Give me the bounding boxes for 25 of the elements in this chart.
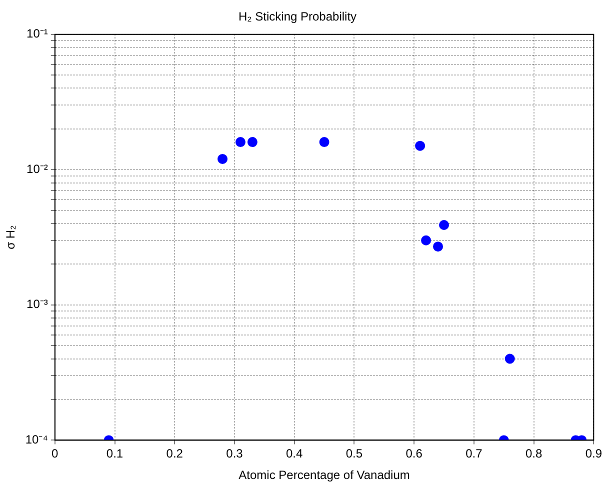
- x-tick-label: 0.1: [106, 446, 124, 461]
- y-tick-label: 10⁻²: [26, 162, 48, 176]
- x-tick-label: 0.5: [346, 446, 363, 461]
- x-tick-label: 0.7: [466, 446, 483, 461]
- y-tick-label: 10⁻⁴: [25, 432, 48, 447]
- point: [235, 137, 246, 148]
- point: [247, 137, 258, 148]
- x-tick-label: 0.2: [166, 446, 184, 461]
- point: [421, 235, 432, 246]
- point: [439, 220, 450, 230]
- x-tick-label: 0.8: [525, 446, 542, 461]
- x-axis-title: Atomic Percentage of Vanadium: [238, 468, 410, 482]
- x-tick-label: 0.9: [585, 446, 602, 461]
- y-axis-title: σ H₂: [4, 224, 18, 250]
- point: [319, 137, 330, 148]
- x-tick-label: 0: [52, 446, 59, 461]
- y-tick-label: 10⁻¹: [26, 26, 48, 41]
- point: [218, 154, 228, 164]
- x-tick-label: 0.6: [406, 446, 423, 461]
- point: [433, 242, 444, 252]
- y-tick-label: 10⁻³: [26, 297, 48, 312]
- point: [415, 140, 426, 151]
- x-tick-label: 0.4: [286, 446, 304, 461]
- chart-title: H₂ Sticking Probability: [238, 10, 357, 24]
- x-tick-label: 0.3: [226, 446, 244, 461]
